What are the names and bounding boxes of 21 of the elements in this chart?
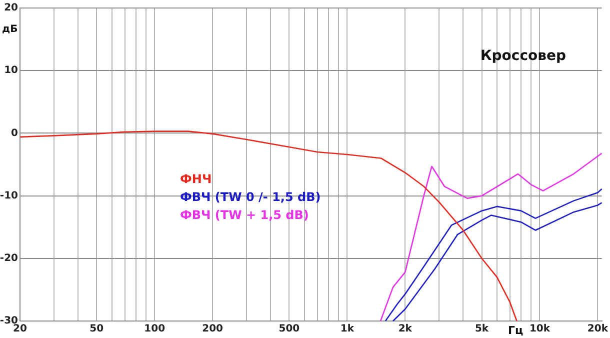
- text: ФВЧ (TW + 1,5 dB): [180, 207, 310, 224]
- x-tick-label: 50: [90, 324, 104, 335]
- x-axis-title: Гц: [508, 324, 524, 337]
- x-tick-label: 20k: [587, 324, 608, 335]
- y-tick-label: -10: [0, 190, 18, 202]
- y-tick-label: -20: [0, 252, 18, 264]
- x-tick-label: 1k: [340, 324, 354, 335]
- x-tick-label: 200: [202, 324, 224, 335]
- x-tick-label: 500: [278, 324, 300, 335]
- text: Кроссовер: [480, 48, 566, 64]
- text: ФНЧ: [180, 171, 213, 188]
- y-axis-title: дБ: [2, 24, 18, 35]
- x-tick-label: 10k: [529, 324, 550, 335]
- text: ФВЧ (TW 0 /- 1,5 dB): [180, 189, 321, 206]
- y-tick-label: 10: [4, 65, 18, 76]
- x-tick-label: 2k: [398, 324, 412, 335]
- x-tick-label: 100: [144, 324, 166, 335]
- x-tick-label: 20: [13, 324, 27, 335]
- x-tick-label: 5k: [474, 324, 489, 335]
- y-tick-label: 20: [4, 2, 18, 14]
- y-tick-label: 0: [11, 128, 18, 139]
